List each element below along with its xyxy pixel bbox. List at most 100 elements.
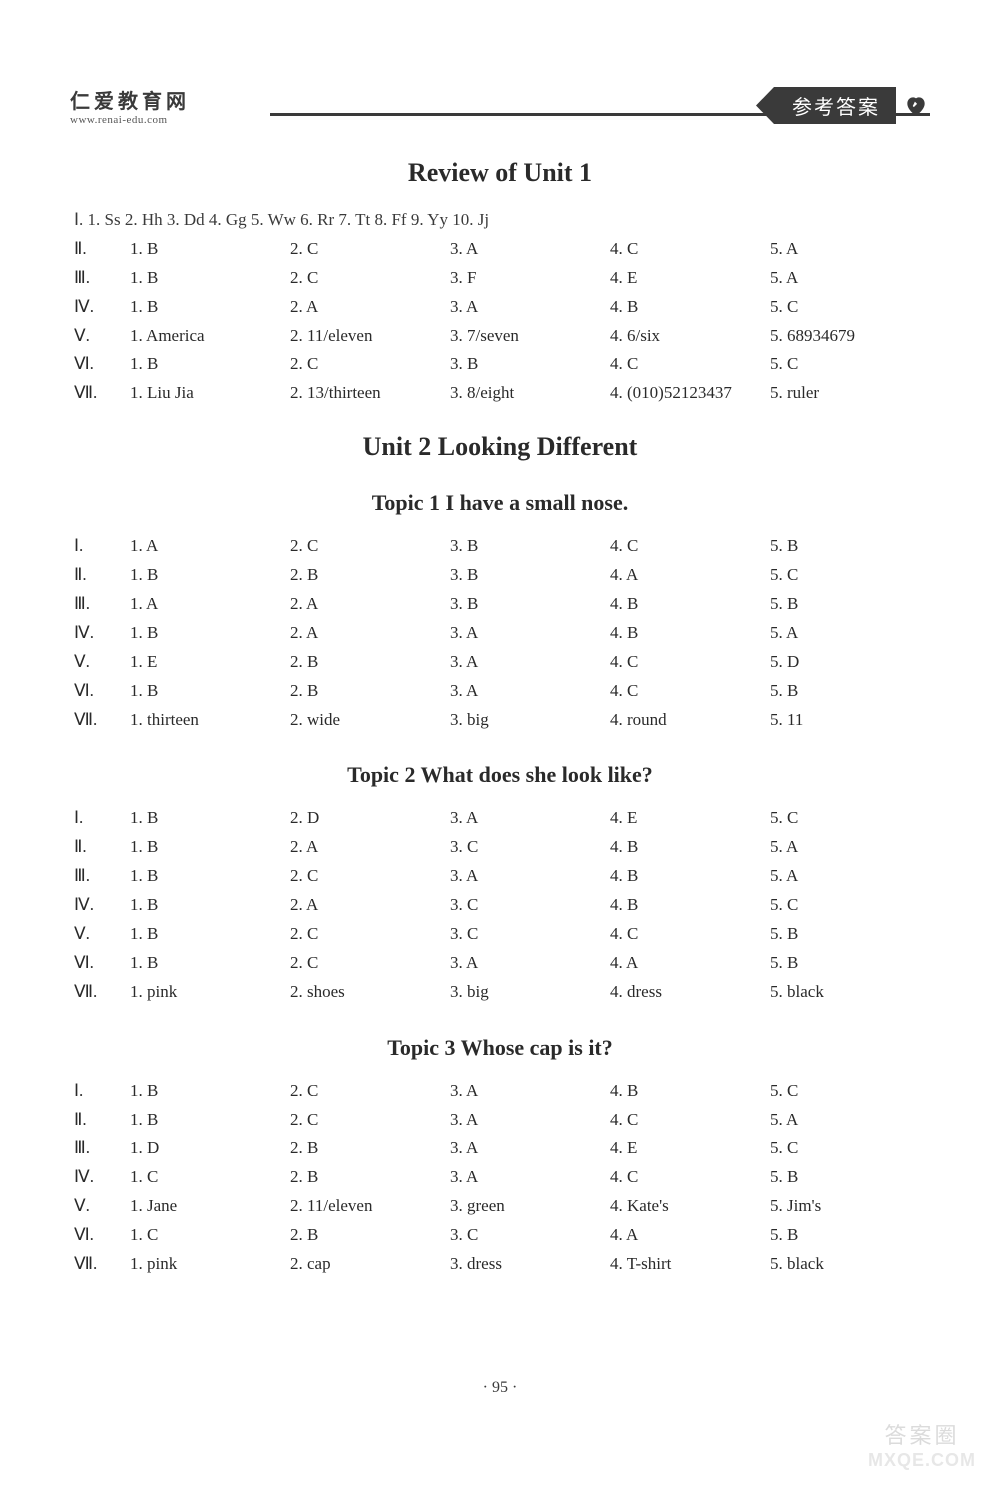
cell: 3. dress (450, 1250, 610, 1279)
cell: 4. A (610, 561, 770, 590)
cell: 4. B (610, 1077, 770, 1106)
cell: 3. A (450, 804, 610, 833)
cell: 4. Kate's (610, 1192, 770, 1221)
cell: 1. B (130, 862, 290, 891)
cell: 1. E (130, 648, 290, 677)
cell: 3. A (450, 1106, 610, 1135)
answer-row: Ⅱ.1. B2. A3. C4. B5. A (70, 833, 930, 862)
cell: 5. black (770, 1250, 930, 1279)
cell: 1. Jane (130, 1192, 290, 1221)
cell: 4. C (610, 235, 770, 264)
cell: 4. A (610, 1221, 770, 1250)
cell: 2. cap (290, 1250, 450, 1279)
row-cells: 1. America 2. 11/eleven 3. 7/seven 4. 6/… (130, 322, 930, 351)
cell: 5. A (770, 619, 930, 648)
row-cells: 1. B2. C3. A4. B5. C (130, 1077, 930, 1106)
header-right: 参考答案 (756, 87, 930, 124)
cell: 3. C (450, 833, 610, 862)
row-label: Ⅲ. (74, 1134, 130, 1163)
row-label: Ⅱ. (74, 833, 130, 862)
cell: 2. B (290, 648, 450, 677)
cell: 1. B (130, 264, 290, 293)
cell: 5. D (770, 648, 930, 677)
answer-row: Ⅳ.1. B2. A3. C4. B5. C (70, 891, 930, 920)
topic1-title: Topic 1 I have a small nose. (70, 490, 930, 516)
cell: 5. black (770, 978, 930, 1007)
row-label: Ⅱ. (74, 561, 130, 590)
cell: 5. A (770, 833, 930, 862)
cell: 4. B (610, 293, 770, 322)
row-cells: 1. B2. C3. C4. C5. B (130, 920, 930, 949)
cell: 1. B (130, 920, 290, 949)
cell: 4. T-shirt (610, 1250, 770, 1279)
cell: 3. C (450, 891, 610, 920)
cell: 5. B (770, 920, 930, 949)
answer-row: Ⅲ.1. B2. C3. A4. B5. A (70, 862, 930, 891)
cell: 4. C (610, 350, 770, 379)
cell: 5. A (770, 862, 930, 891)
cell: 1. pink (130, 1250, 290, 1279)
row-cells: 1. B2. D3. A4. E5. C (130, 804, 930, 833)
cell: 2. 13/thirteen (290, 379, 450, 408)
answer-row: Ⅲ.1. A2. A3. B4. B5. B (70, 590, 930, 619)
topic3-title: Topic 3 Whose cap is it? (70, 1035, 930, 1061)
watermark-top: 答案圈 (868, 1418, 976, 1450)
cell: 3. A (450, 1134, 610, 1163)
row-label: Ⅳ. (74, 1163, 130, 1192)
row-label: Ⅴ. (74, 322, 130, 351)
watermark: 答案圈 MXQE.COM (868, 1418, 976, 1471)
cell: 4. B (610, 862, 770, 891)
cell: 1. B (130, 833, 290, 862)
answer-row: Ⅳ.1. C2. B3. A4. C5. B (70, 1163, 930, 1192)
cell: 1. C (130, 1221, 290, 1250)
row-label: Ⅰ. (74, 804, 130, 833)
cell: 5. C (770, 293, 930, 322)
row-label: Ⅲ. (74, 264, 130, 293)
row-label: Ⅳ. (74, 619, 130, 648)
watermark-bottom: MXQE.COM (868, 1450, 976, 1471)
cell: 1. thirteen (130, 706, 290, 735)
row-cells: 1. B2. C3. A4. B5. A (130, 862, 930, 891)
cell: 3. green (450, 1192, 610, 1221)
review1-row-1: Ⅰ. 1. Ss 2. Hh 3. Dd 4. Gg 5. Ww 6. Rr 7… (70, 206, 930, 235)
row-label: Ⅲ. (74, 590, 130, 619)
cell: 4. C (610, 677, 770, 706)
cell: 2. 11/eleven (290, 322, 450, 351)
cell: 4. C (610, 920, 770, 949)
cell: 1. Liu Jia (130, 379, 290, 408)
cell: 1. B (130, 619, 290, 648)
review1-row-5: Ⅴ. 1. America 2. 11/eleven 3. 7/seven 4.… (70, 322, 930, 351)
cell: 2. shoes (290, 978, 450, 1007)
page-number: · 95 · (0, 1379, 1000, 1397)
cell: 1. B (130, 677, 290, 706)
topic2-title: Topic 2 What does she look like? (70, 762, 930, 788)
cell: 2. B (290, 677, 450, 706)
cell: 2. A (290, 619, 450, 648)
cell: 5. ruler (770, 379, 930, 408)
cell: 2. A (290, 833, 450, 862)
brand-name-cn: 仁爱教育网 (70, 85, 190, 114)
row-cells: 1. B2. A3. C4. B5. C (130, 891, 930, 920)
row-label: Ⅴ. (74, 920, 130, 949)
cell: 3. B (450, 350, 610, 379)
cell: 1. B (130, 293, 290, 322)
cell: 5. C (770, 891, 930, 920)
row-cells: 1. Jane2. 11/eleven3. green4. Kate's5. J… (130, 1192, 930, 1221)
cell: 4. E (610, 264, 770, 293)
cell: 3. 7/seven (450, 322, 610, 351)
cell: 2. B (290, 1221, 450, 1250)
cell: 1. pink (130, 978, 290, 1007)
row-cells: 1. C2. B3. A4. C5. B (130, 1163, 930, 1192)
row-cells: 1. D2. B3. A4. E5. C (130, 1134, 930, 1163)
row-label: Ⅳ. (74, 293, 130, 322)
cell: 5. B (770, 1163, 930, 1192)
answer-row: Ⅶ.1. pink2. shoes3. big4. dress5. black (70, 978, 930, 1007)
cell: 1. B (130, 1106, 290, 1135)
cell: 3. big (450, 978, 610, 1007)
cell: 2. wide (290, 706, 450, 735)
cell: 3. 8/eight (450, 379, 610, 408)
cell: 3. A (450, 293, 610, 322)
cell: 1. B (130, 1077, 290, 1106)
cell: 1. B (130, 891, 290, 920)
row-cells: 1. Liu Jia 2. 13/thirteen 3. 8/eight 4. … (130, 379, 930, 408)
